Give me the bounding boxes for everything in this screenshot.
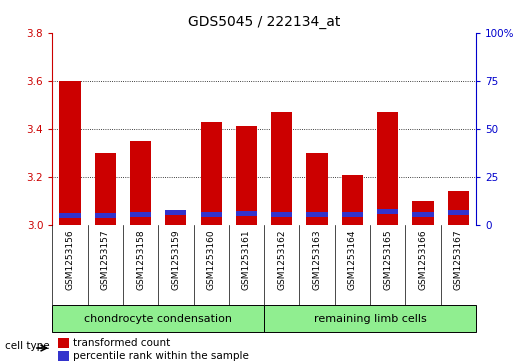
Bar [264,305,476,332]
Bar [236,126,257,225]
Bar [271,212,292,217]
Bar [52,305,264,332]
Bar [95,213,116,217]
Bar [377,209,398,214]
Text: remaining limb cells: remaining limb cells [314,314,426,323]
Text: percentile rank within the sample: percentile rank within the sample [73,351,249,361]
Bar [342,175,363,225]
Title: GDS5045 / 222134_at: GDS5045 / 222134_at [188,15,340,29]
Text: GSM1253158: GSM1253158 [136,229,145,290]
Text: GSM1253165: GSM1253165 [383,229,392,290]
Bar [448,211,469,215]
Text: GSM1253160: GSM1253160 [207,229,215,290]
Text: GSM1253167: GSM1253167 [454,229,463,290]
Bar [448,191,469,225]
Text: GSM1253162: GSM1253162 [277,229,286,290]
Bar [58,338,69,348]
Bar [377,112,398,225]
Bar [200,122,222,225]
Text: GSM1253159: GSM1253159 [172,229,180,290]
Bar [200,212,222,217]
Bar [60,213,81,217]
Text: transformed count: transformed count [73,338,170,348]
Bar [412,212,434,217]
Text: GSM1253164: GSM1253164 [348,229,357,290]
Bar [306,212,327,217]
Text: cell type: cell type [5,340,50,351]
Text: GSM1253163: GSM1253163 [313,229,322,290]
Bar [95,153,116,225]
Bar [271,112,292,225]
Text: GSM1253161: GSM1253161 [242,229,251,290]
Bar [236,211,257,216]
Bar [342,212,363,217]
Bar [130,212,151,217]
Text: GSM1253166: GSM1253166 [418,229,427,290]
Bar [60,81,81,225]
Text: GSM1253157: GSM1253157 [101,229,110,290]
Text: chondrocyte condensation: chondrocyte condensation [84,314,232,323]
Bar [306,153,327,225]
Bar [130,141,151,225]
Bar [165,211,186,215]
Bar [412,201,434,225]
Text: GSM1253156: GSM1253156 [65,229,74,290]
Bar [165,211,186,225]
Bar [58,351,69,361]
